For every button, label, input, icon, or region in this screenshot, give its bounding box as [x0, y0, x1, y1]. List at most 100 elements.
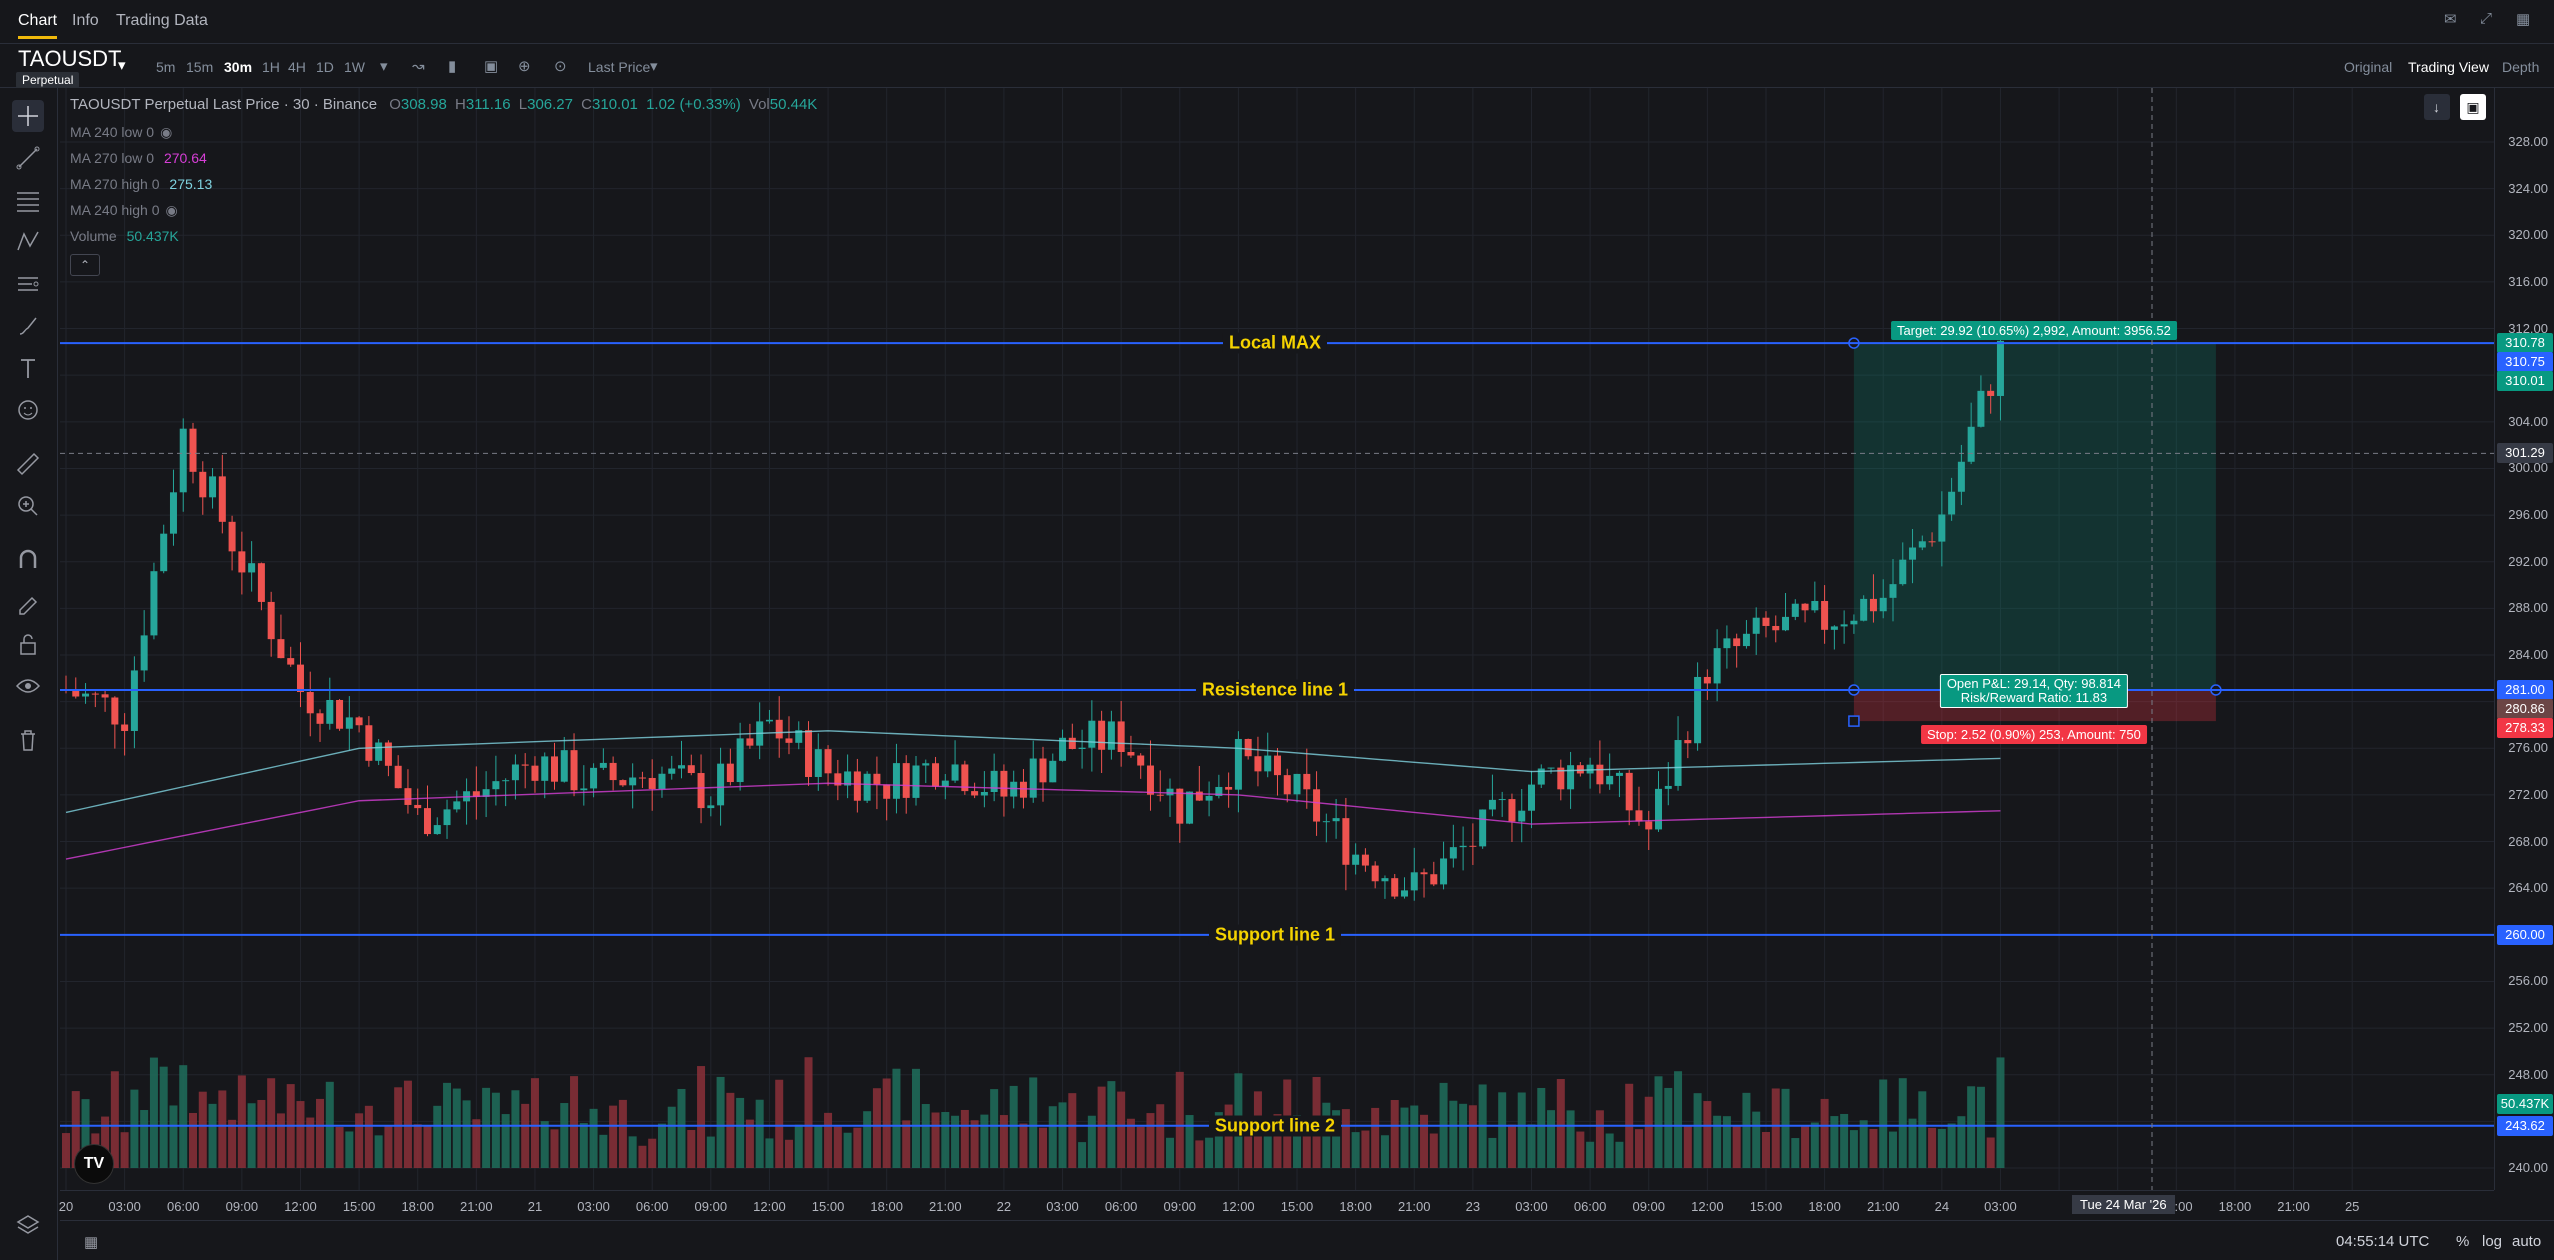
interval-dropdown-icon[interactable]: ▾ [380, 58, 388, 75]
volume-bar [1791, 1138, 1800, 1168]
price-source-select[interactable]: Last Price [588, 59, 651, 75]
tab-trading-data[interactable]: Trading Data [116, 12, 208, 29]
candle [961, 764, 969, 792]
replay-icon[interactable]: ⊙ [554, 58, 567, 75]
chart-plot[interactable] [60, 88, 2494, 1190]
auto-toggle[interactable]: auto [2512, 1233, 2542, 1250]
time-tick: 09:00 [1163, 1199, 1197, 1214]
view-trading-view[interactable]: Trading View [2408, 59, 2489, 75]
hidden-eye-icon[interactable]: ◉ [160, 124, 173, 140]
target-label[interactable]: Target: 29.92 (10.65%) 2,992, Amount: 39… [1890, 321, 2177, 341]
candle [248, 563, 256, 573]
stay-drawing-icon[interactable] [12, 586, 44, 618]
stop-label[interactable]: Stop: 2.52 (0.90%) 253, Amount: 750 [1920, 725, 2147, 745]
tradingview-logo[interactable]: TV [74, 1144, 114, 1184]
candle [1801, 603, 1809, 611]
trash-icon[interactable] [12, 724, 44, 756]
brush-icon[interactable] [12, 310, 44, 342]
tab-chart[interactable]: Chart [18, 12, 58, 39]
candle [1440, 858, 1448, 885]
target-zone [1853, 343, 2216, 690]
interval-1d[interactable]: 1D [316, 59, 334, 75]
emoji-icon[interactable] [12, 394, 44, 426]
legend-ma240-high[interactable]: MA 240 high 0 ◉ [70, 202, 184, 219]
time-tick: 18:00 [2218, 1199, 2252, 1214]
horizontal-line-label[interactable]: Local MAX [1222, 332, 1328, 354]
candles-icon[interactable]: ▮ [448, 58, 457, 75]
interval-30m[interactable]: 30m [224, 59, 253, 75]
interval-1h[interactable]: 1H [262, 59, 280, 75]
bell-icon[interactable]: ✉ [2444, 11, 2457, 28]
pattern-icon[interactable] [12, 226, 44, 258]
legend-volume[interactable]: Volume 50.437K [70, 228, 179, 244]
legend-ma270-high[interactable]: MA 270 high 0 275.13 [70, 176, 212, 192]
interval-1w[interactable]: 1W [344, 59, 365, 75]
text-icon[interactable] [12, 352, 44, 384]
volume-bar [198, 1091, 207, 1168]
symbol-dropdown-icon[interactable]: ▾ [118, 57, 126, 74]
legend-collapse-button[interactable]: ⌃ [70, 254, 100, 276]
candle [1664, 785, 1672, 789]
chart-type-line-icon[interactable]: ↝ [412, 58, 425, 75]
interval-4h[interactable]: 4H [288, 59, 306, 75]
utc-clock[interactable]: 04:55:14 UTC [2336, 1233, 2430, 1250]
forecast-icon[interactable] [12, 268, 44, 300]
percent-toggle[interactable]: % [2456, 1233, 2470, 1250]
trend-line-icon[interactable] [12, 142, 44, 174]
volume-bar [413, 1124, 422, 1168]
horizontal-line-label[interactable]: Support line 1 [1208, 924, 1342, 946]
auto-fit-icon[interactable]: ▣ [2460, 94, 2486, 120]
candle [336, 699, 344, 729]
crosshair-icon[interactable] [12, 100, 44, 132]
scroll-down-icon[interactable]: ↓ [2423, 94, 2450, 120]
price-axis[interactable]: 328.00324.00320.00316.00312.00308.00304.… [2494, 88, 2554, 1190]
chart-canvas[interactable]: Local MAX Resistence line 1 Support line 1… [60, 88, 2494, 1190]
ruler-icon[interactable] [12, 448, 44, 480]
add-indicator-icon[interactable]: ⊕ [518, 58, 531, 75]
candle [697, 773, 705, 809]
candle [707, 805, 715, 809]
view-original[interactable]: Original [2344, 59, 2393, 75]
layers-icon[interactable] [12, 1208, 44, 1240]
low-value: 306.27 [527, 96, 573, 113]
fib-retracement-icon[interactable] [12, 184, 44, 216]
volume-bar [189, 1112, 198, 1168]
volume-bar [872, 1088, 881, 1168]
volume-bar [306, 1117, 315, 1168]
interval-5m[interactable]: 5m [156, 59, 176, 75]
log-toggle[interactable]: log [2482, 1233, 2503, 1250]
horizontal-line-label[interactable]: Resistence line 1 [1195, 679, 1355, 701]
volume-bar [491, 1092, 500, 1168]
candle [404, 788, 412, 805]
stop-handle [1848, 715, 1860, 727]
volume-bar [814, 1125, 823, 1168]
lock-icon[interactable] [12, 628, 44, 660]
expand-icon[interactable]: ⤢ [2480, 10, 2493, 27]
candle [1928, 541, 1936, 543]
price-source-dropdown-icon[interactable]: ▾ [650, 58, 658, 75]
eye-icon[interactable] [12, 670, 44, 702]
zoom-in-icon[interactable] [12, 490, 44, 522]
candle [1410, 872, 1418, 891]
symbol-name[interactable]: TAOUSDT [18, 46, 122, 71]
camera-icon[interactable]: ▣ [484, 58, 499, 75]
open-pl-label[interactable]: Open P&L: 29.14, Qty: 98.814 Risk/Reward… [1939, 673, 2128, 708]
horizontal-line-label[interactable]: Support line 2 [1208, 1115, 1342, 1137]
magnet-icon[interactable] [12, 544, 44, 576]
time-tick: 21:00 [460, 1199, 493, 1214]
volume-bar [130, 1089, 139, 1168]
hidden-eye-icon[interactable]: ◉ [165, 202, 178, 218]
interval-15m[interactable]: 15m [186, 59, 214, 75]
time-axis[interactable]: 20 03:00 06:00 09:00 12:00 15:00 18:00 21:00 21 0… [59, 1190, 2494, 1220]
legend-ma240-low[interactable]: MA 240 low 0 ◉ [70, 124, 178, 141]
layout-grid-icon[interactable]: ▦ [2516, 11, 2531, 28]
legend-ma270-low[interactable]: MA 270 low 0 270.64 [70, 150, 207, 166]
tab-info[interactable]: Info [72, 12, 99, 29]
volume-bar [71, 1091, 80, 1168]
indicator-label: MA 270 high 0 [70, 176, 160, 192]
volume-bar [1693, 1093, 1702, 1168]
calendar-icon[interactable]: ▦ [84, 1234, 99, 1251]
candle [687, 765, 695, 774]
view-depth[interactable]: Depth [2502, 59, 2540, 75]
candle [1332, 818, 1340, 822]
